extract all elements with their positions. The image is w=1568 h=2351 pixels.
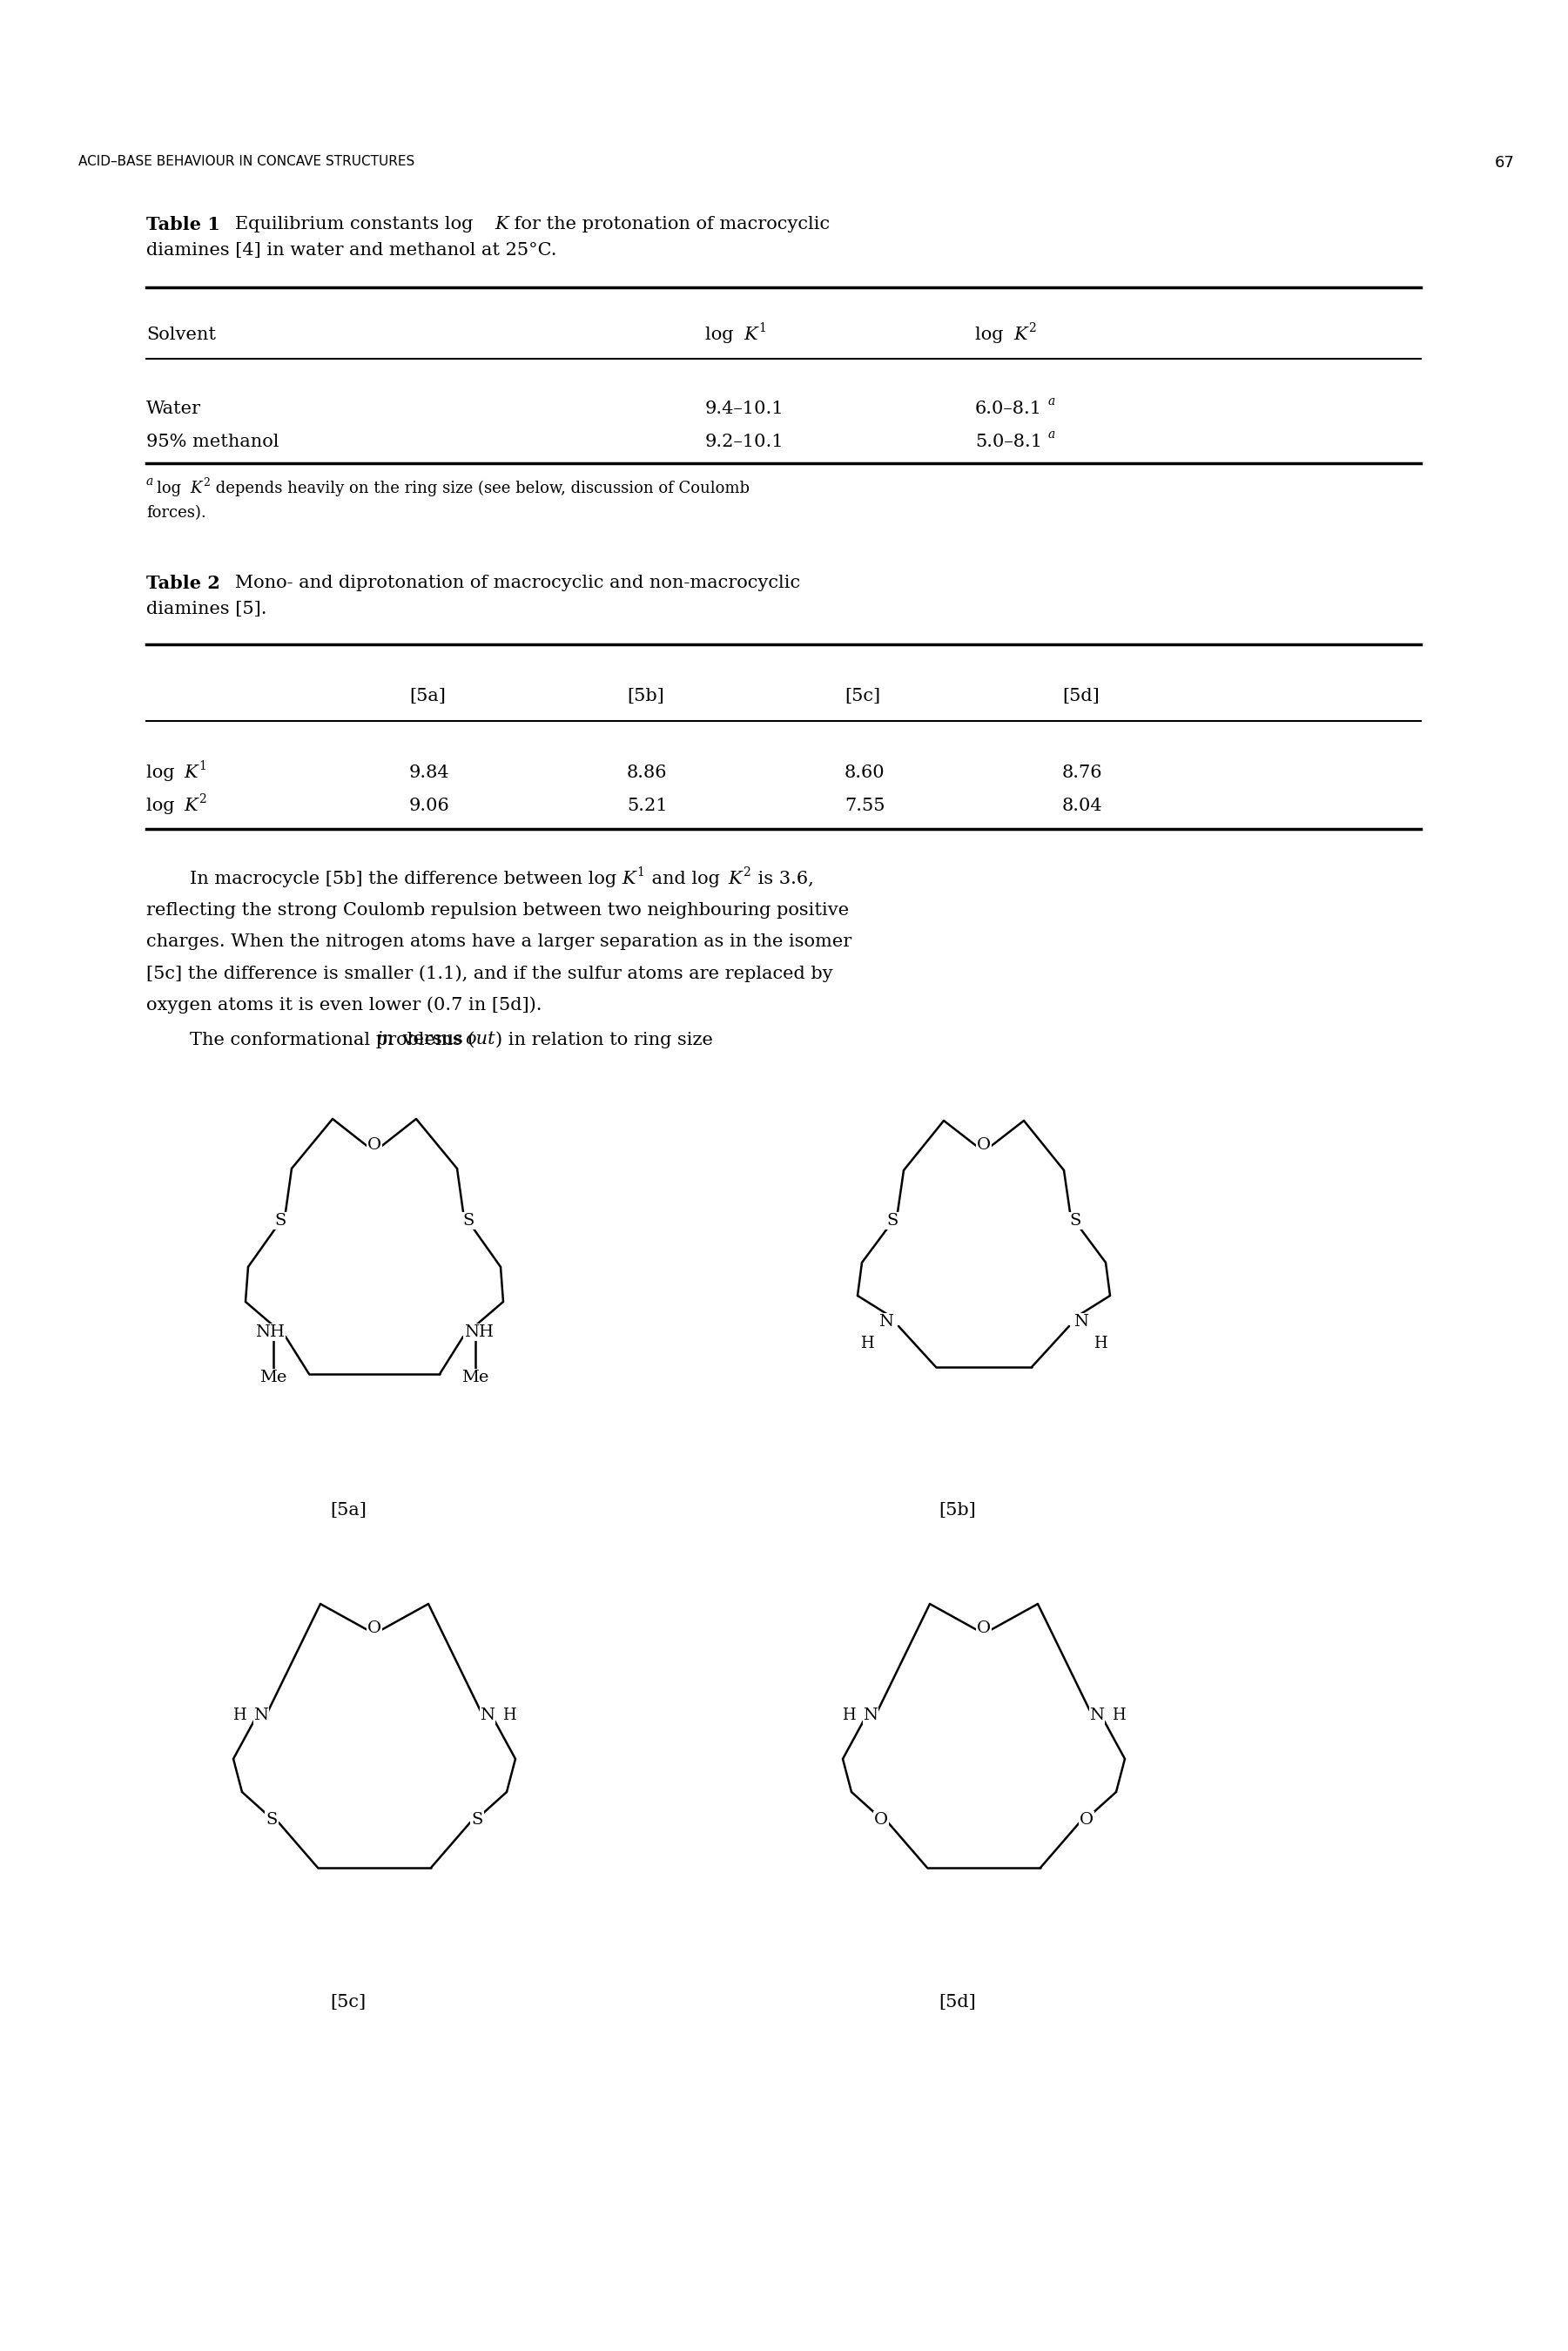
Text: O: O [977,1620,991,1636]
Text: is 3.6,: is 3.6, [753,870,814,886]
Text: S: S [274,1213,285,1230]
Text: 6.0–8.1: 6.0–8.1 [975,400,1043,416]
Text: 9.2–10.1: 9.2–10.1 [706,433,784,449]
Text: 1: 1 [199,759,207,773]
Text: Solvent: Solvent [146,327,216,343]
Text: log: log [975,327,1010,343]
Text: K: K [728,870,742,886]
Text: and log: and log [646,870,726,886]
Text: NH: NH [464,1324,494,1340]
Text: diamines [5].: diamines [5]. [146,602,267,618]
Text: oxygen atoms it is even lower (0.7 in [5d]).: oxygen atoms it is even lower (0.7 in [5… [146,997,543,1013]
Text: O: O [1079,1813,1093,1827]
Text: O: O [367,1620,381,1636]
Text: for the protonation of macrocyclic: for the protonation of macrocyclic [508,216,829,233]
Text: [5c] the difference is smaller (1.1), and if the sulfur atoms are replaced by: [5c] the difference is smaller (1.1), an… [146,964,833,983]
Text: 8.60: 8.60 [845,764,884,781]
Text: Mono- and diprotonation of macrocyclic and non-macrocyclic: Mono- and diprotonation of macrocyclic a… [218,574,800,590]
Text: Water: Water [146,400,201,416]
Text: S: S [463,1213,474,1230]
Text: The conformational problems (: The conformational problems ( [190,1032,475,1049]
Text: N: N [254,1707,268,1723]
Text: Me: Me [461,1371,489,1385]
Text: [5a]: [5a] [409,689,445,705]
Text: N: N [880,1314,894,1331]
Text: O: O [977,1138,991,1152]
Text: [5b]: [5b] [939,1502,977,1519]
Text: 9.84: 9.84 [409,764,450,781]
Text: K: K [494,216,508,233]
Text: [5d]: [5d] [939,1994,977,2010]
Text: 1: 1 [759,322,767,334]
Text: 9.06: 9.06 [409,797,450,813]
Text: 95% methanol: 95% methanol [146,433,279,449]
Text: K: K [621,870,635,886]
Text: forces).: forces). [146,505,205,520]
Text: H: H [232,1707,246,1723]
Text: H: H [502,1707,516,1723]
Text: reflecting the strong Coulomb repulsion between two neighbouring positive: reflecting the strong Coulomb repulsion … [146,903,848,919]
Text: 5.0–8.1: 5.0–8.1 [975,433,1043,449]
Text: O: O [367,1138,381,1152]
Text: S: S [472,1813,483,1827]
Text: a: a [1049,428,1055,440]
Text: Equilibrium constants log: Equilibrium constants log [218,216,478,233]
Text: 9.4–10.1: 9.4–10.1 [706,400,784,416]
Text: a: a [146,475,154,487]
Text: 5.21: 5.21 [627,797,668,813]
Text: 7.55: 7.55 [845,797,884,813]
Text: S: S [1069,1213,1080,1230]
Text: log: log [706,327,739,343]
Text: K: K [743,327,757,343]
Text: out: out [466,1032,495,1049]
Text: N: N [1074,1314,1088,1331]
Text: 2: 2 [1029,322,1036,334]
Text: N: N [864,1707,878,1723]
Text: H: H [842,1707,856,1723]
Text: versus: versus [397,1032,469,1049]
Text: [5a]: [5a] [329,1502,367,1519]
Text: 67: 67 [1494,155,1515,172]
Text: K: K [1013,327,1027,343]
Text: [5d]: [5d] [1062,689,1099,705]
Text: a: a [1049,395,1055,407]
Text: S: S [267,1813,278,1827]
Text: N: N [1090,1707,1104,1723]
Text: H: H [861,1335,873,1352]
Text: NH: NH [256,1324,285,1340]
Text: Table 1: Table 1 [146,216,220,233]
Text: 2: 2 [743,868,750,879]
Text: [5c]: [5c] [331,1994,367,2010]
Text: Me: Me [260,1371,287,1385]
Text: Table 2: Table 2 [146,574,220,592]
Text: [5c]: [5c] [845,689,880,705]
Text: N: N [480,1707,495,1723]
Text: H: H [1112,1707,1126,1723]
Text: ACID–BASE BEHAVIOUR IN CONCAVE STRUCTURES: ACID–BASE BEHAVIOUR IN CONCAVE STRUCTURE… [78,155,414,167]
Text: 8.76: 8.76 [1062,764,1102,781]
Text: H: H [1093,1335,1107,1352]
Text: charges. When the nitrogen atoms have a larger separation as in the isomer: charges. When the nitrogen atoms have a … [146,933,851,950]
Text: 1: 1 [637,868,644,879]
Text: depends heavily on the ring size (see below, discussion of Coulomb: depends heavily on the ring size (see be… [210,480,750,496]
Text: O: O [873,1813,887,1827]
Text: K: K [183,764,198,781]
Text: 2: 2 [199,792,205,806]
Text: ) in relation to ring size: ) in relation to ring size [495,1032,713,1049]
Text: In macrocycle [5b] the difference between log: In macrocycle [5b] the difference betwee… [190,870,622,886]
Text: 2: 2 [202,477,210,489]
Text: log: log [146,797,180,813]
Text: log: log [146,764,180,781]
Text: 8.86: 8.86 [627,764,668,781]
Text: diamines [4] in water and methanol at 25°C.: diamines [4] in water and methanol at 25… [146,242,557,259]
Text: log: log [157,480,187,496]
Text: K: K [190,480,202,496]
Text: S: S [886,1213,898,1230]
Text: in: in [376,1032,395,1049]
Text: [5b]: [5b] [627,689,665,705]
Text: K: K [183,797,198,813]
Text: 8.04: 8.04 [1062,797,1102,813]
